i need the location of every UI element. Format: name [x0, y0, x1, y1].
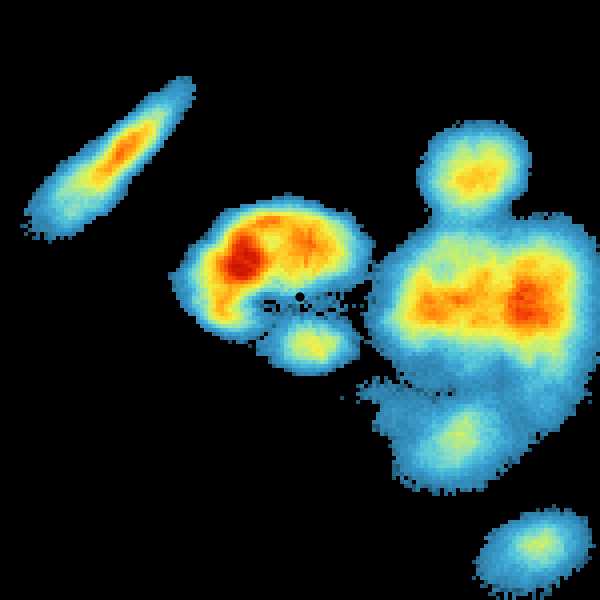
radar-reflectivity-view[interactable]: Weather Radar Reflectivity Composite dBZ… [0, 0, 600, 600]
radar-reflectivity-heatmap[interactable] [0, 0, 600, 600]
